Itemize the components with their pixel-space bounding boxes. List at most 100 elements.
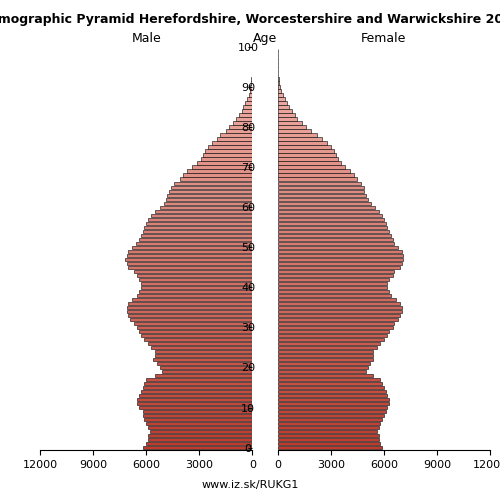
Bar (139, 238, 252, 241)
Bar (278, 82, 280, 85)
Bar (150, 430, 252, 434)
Bar (236, 118, 252, 121)
Bar (128, 250, 252, 253)
Bar (278, 262, 402, 265)
Bar (141, 282, 252, 285)
Bar (130, 318, 252, 321)
Bar (278, 234, 391, 237)
Bar (278, 138, 322, 141)
Bar (148, 434, 252, 438)
Bar (141, 234, 252, 237)
Bar (278, 182, 361, 185)
Bar (278, 98, 284, 101)
Bar (278, 326, 392, 329)
Bar (141, 390, 252, 393)
Bar (139, 290, 252, 293)
Bar (278, 394, 388, 397)
Bar (278, 446, 382, 450)
Bar (278, 106, 289, 109)
Bar (278, 126, 306, 129)
Bar (208, 146, 252, 149)
Bar (139, 330, 252, 333)
Bar (139, 406, 252, 409)
Bar (146, 378, 252, 381)
Bar (184, 174, 252, 177)
Bar (155, 350, 252, 353)
Bar (278, 198, 368, 201)
Bar (148, 438, 252, 442)
Title: Female: Female (361, 32, 406, 45)
Bar (230, 126, 252, 129)
Bar (278, 366, 368, 369)
Bar (278, 150, 334, 153)
Bar (198, 162, 252, 165)
Bar (132, 298, 252, 301)
Bar (278, 94, 282, 97)
Bar (138, 294, 252, 297)
Bar (251, 82, 252, 85)
Bar (142, 230, 252, 233)
Bar (278, 438, 378, 442)
Bar (144, 338, 252, 341)
Bar (148, 426, 252, 430)
Bar (220, 134, 252, 137)
Bar (152, 346, 252, 349)
Bar (142, 414, 252, 418)
Bar (278, 258, 404, 261)
Bar (239, 114, 252, 117)
Bar (233, 122, 252, 125)
Text: www.iz.sk/RUKG1: www.iz.sk/RUKG1 (202, 480, 298, 490)
Bar (278, 226, 388, 229)
Bar (201, 158, 252, 161)
Bar (278, 442, 380, 446)
Text: Demographic Pyramid Herefordshire, Worcestershire and Warwickshire 2011: Demographic Pyramid Herefordshire, Worce… (0, 12, 500, 26)
Bar (174, 182, 252, 185)
Bar (278, 186, 364, 189)
Bar (128, 314, 252, 317)
Bar (278, 374, 374, 377)
Bar (247, 98, 252, 101)
Bar (278, 170, 350, 173)
Title: Age: Age (253, 32, 277, 45)
Bar (278, 194, 366, 197)
Bar (139, 394, 252, 397)
Bar (278, 230, 389, 233)
Bar (126, 310, 252, 313)
Bar (278, 114, 294, 117)
Bar (160, 366, 252, 369)
Bar (278, 242, 394, 245)
Bar (278, 118, 297, 121)
Bar (226, 130, 252, 133)
Bar (278, 302, 400, 305)
Bar (278, 254, 404, 257)
Bar (278, 178, 357, 181)
Bar (138, 398, 252, 401)
Bar (278, 278, 389, 281)
Bar (278, 290, 389, 293)
Bar (278, 122, 302, 125)
Bar (278, 286, 388, 289)
Bar (168, 194, 252, 197)
Bar (144, 382, 252, 385)
Bar (155, 354, 252, 357)
Bar (278, 318, 398, 321)
Bar (278, 434, 378, 438)
Bar (128, 302, 252, 305)
Bar (126, 262, 252, 265)
Bar (132, 246, 252, 249)
Bar (156, 362, 252, 365)
Bar (125, 258, 252, 261)
Bar (134, 270, 252, 273)
Bar (245, 102, 252, 105)
Bar (142, 386, 252, 389)
Bar (278, 134, 316, 137)
Bar (204, 150, 252, 153)
Bar (148, 342, 252, 345)
Bar (278, 414, 384, 418)
Bar (153, 358, 252, 361)
Bar (278, 378, 380, 381)
Bar (278, 382, 382, 385)
Bar (126, 254, 252, 257)
Bar (278, 266, 400, 269)
Bar (278, 386, 384, 389)
